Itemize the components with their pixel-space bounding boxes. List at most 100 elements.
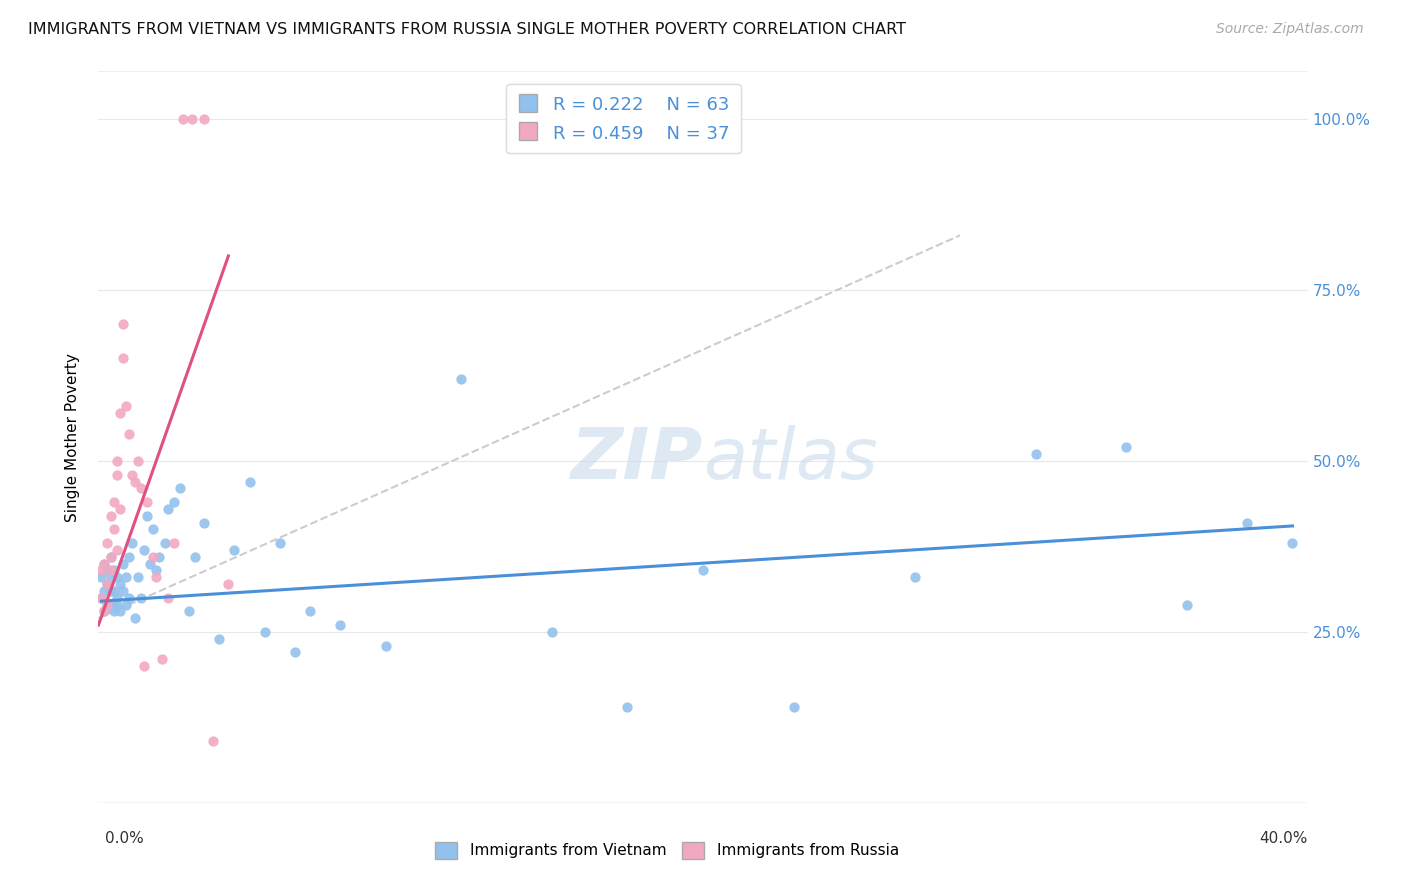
Point — [90, 570, 112, 584]
Point — [904, 570, 927, 584]
Point — [108, 406, 131, 420]
Point — [142, 549, 165, 564]
Point — [148, 549, 170, 564]
Point — [139, 557, 162, 571]
Point — [96, 563, 118, 577]
Point — [105, 570, 128, 584]
Point — [150, 652, 173, 666]
Point — [253, 624, 276, 639]
Point — [93, 583, 115, 598]
Point — [100, 563, 122, 577]
Point — [124, 611, 146, 625]
Point — [783, 700, 806, 714]
Point — [96, 536, 118, 550]
Point — [93, 557, 115, 571]
Point — [132, 542, 155, 557]
Point — [105, 598, 128, 612]
Text: IMMIGRANTS FROM VIETNAM VS IMMIGRANTS FROM RUSSIA SINGLE MOTHER POVERTY CORRELAT: IMMIGRANTS FROM VIETNAM VS IMMIGRANTS FR… — [28, 22, 905, 37]
Point — [118, 549, 141, 564]
Point — [145, 570, 167, 584]
Point — [202, 734, 225, 748]
Point — [100, 549, 122, 564]
Point — [90, 563, 112, 577]
Point — [156, 501, 179, 516]
Point — [127, 570, 149, 584]
Point — [135, 508, 157, 523]
Point — [163, 536, 186, 550]
Point — [103, 604, 125, 618]
Point — [100, 549, 122, 564]
Point — [224, 542, 246, 557]
Point — [111, 583, 134, 598]
Point — [208, 632, 231, 646]
Point — [193, 112, 215, 127]
Point — [142, 522, 165, 536]
Point — [145, 563, 167, 577]
Point — [93, 557, 115, 571]
Point — [100, 583, 122, 598]
Y-axis label: Single Mother Poverty: Single Mother Poverty — [65, 352, 80, 522]
Point — [96, 598, 118, 612]
Text: Source: ZipAtlas.com: Source: ZipAtlas.com — [1216, 22, 1364, 37]
Legend: R = 0.222    N = 63, R = 0.459    N = 37: R = 0.222 N = 63, R = 0.459 N = 37 — [506, 84, 741, 153]
Point — [129, 591, 152, 605]
Point — [103, 583, 125, 598]
Point — [217, 577, 239, 591]
Point — [172, 112, 194, 127]
Point — [239, 475, 262, 489]
Point — [121, 536, 143, 550]
Point — [114, 598, 136, 612]
Point — [90, 591, 112, 605]
Point — [193, 516, 215, 530]
Point — [111, 557, 134, 571]
Point — [108, 604, 131, 618]
Point — [111, 318, 134, 332]
Point — [374, 639, 396, 653]
Point — [118, 426, 141, 441]
Point — [108, 577, 131, 591]
Point — [181, 112, 204, 127]
Point — [132, 659, 155, 673]
Point — [1024, 447, 1046, 461]
Point — [96, 598, 118, 612]
Point — [135, 495, 157, 509]
Text: 40.0%: 40.0% — [1260, 831, 1308, 846]
Text: 0.0%: 0.0% — [105, 831, 145, 846]
Point — [105, 454, 128, 468]
Point — [118, 591, 141, 605]
Point — [121, 467, 143, 482]
Point — [169, 481, 191, 495]
Point — [90, 591, 112, 605]
Point — [329, 618, 352, 632]
Point — [299, 604, 322, 618]
Point — [616, 700, 638, 714]
Text: ZIP: ZIP — [571, 425, 703, 493]
Point — [153, 536, 176, 550]
Point — [184, 549, 207, 564]
Point — [129, 481, 152, 495]
Point — [179, 604, 201, 618]
Point — [114, 570, 136, 584]
Point — [100, 570, 122, 584]
Point — [692, 563, 714, 577]
Point — [156, 591, 179, 605]
Point — [96, 577, 118, 591]
Point — [1236, 516, 1258, 530]
Point — [103, 522, 125, 536]
Point — [93, 604, 115, 618]
Point — [105, 542, 128, 557]
Point — [100, 508, 122, 523]
Point — [93, 604, 115, 618]
Point — [1175, 598, 1198, 612]
Point — [105, 467, 128, 482]
Point — [124, 475, 146, 489]
Point — [96, 577, 118, 591]
Point — [1281, 536, 1303, 550]
Point — [163, 495, 186, 509]
Point — [284, 645, 307, 659]
Point — [105, 591, 128, 605]
Point — [103, 495, 125, 509]
Point — [540, 624, 562, 639]
Point — [108, 501, 131, 516]
Point — [114, 400, 136, 414]
